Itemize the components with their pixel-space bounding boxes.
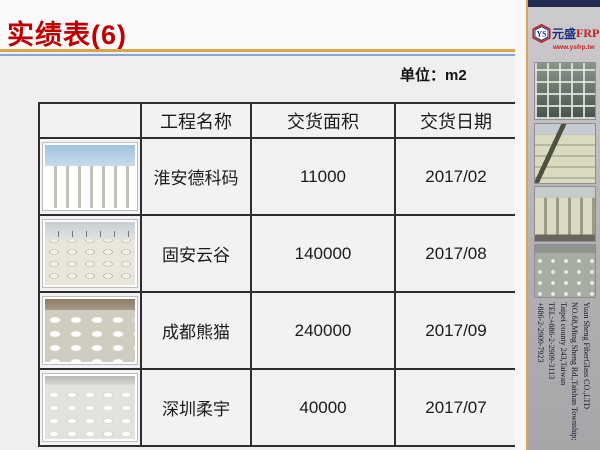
company-address-line: NO.68,Ming Sheng Rd.,Taishan Township; <box>570 302 580 441</box>
company-website: www.ysfrp.tw <box>553 44 595 51</box>
header-rule-blue <box>0 54 527 56</box>
project-photo-guan <box>42 219 138 288</box>
company-phone-line: TEL:+886-2-2909-3113 <box>547 302 557 380</box>
project-photo-chengdu <box>42 296 138 365</box>
company-sidebar: YS 元盛 FRP www.ysfrp.tw Yuan Sheng FiberGl… <box>528 0 600 450</box>
table-row: 固安云谷 140000 2017/08 <box>38 214 518 293</box>
project-name: 固安云谷 <box>140 214 252 293</box>
project-photo-huaian <box>42 142 138 211</box>
header-project-name: 工程名称 <box>140 102 252 139</box>
table-row: 成都熊猫 240000 2017/09 <box>38 291 518 370</box>
header-delivery-date: 交货日期 <box>394 102 518 139</box>
project-name: 深圳柔宇 <box>140 368 252 447</box>
logo-company-name-cn: 元盛 <box>552 27 577 41</box>
photo-cell <box>38 214 142 293</box>
delivery-date: 2017/09 <box>394 291 518 370</box>
delivery-area: 40000 <box>250 368 396 447</box>
svg-text:YS: YS <box>536 30 547 39</box>
slide-right-gutter <box>515 0 526 450</box>
ys-hexagon-logo-icon: YS <box>532 23 551 44</box>
sidebar-photo-tank-closeup <box>534 123 596 184</box>
delivery-date: 2017/08 <box>394 214 518 293</box>
delivery-date: 2017/07 <box>394 368 518 447</box>
sidebar-accent-line <box>526 0 528 450</box>
sidebar-photo-plant-floor <box>534 244 596 298</box>
header-photo-cell <box>38 102 142 139</box>
performance-table: 工程名称 交货面积 交货日期 淮安德科码 11000 2017/02 固安云谷 … <box>38 102 518 447</box>
company-name-line: Yuan Sheng FiberGlass CO.,LTD <box>582 302 591 410</box>
table-row: 深圳柔宇 40000 2017/07 <box>38 368 518 447</box>
table-row: 淮安德科码 11000 2017/02 <box>38 137 518 216</box>
company-phone-line: +886-2-2909-7923 <box>536 302 545 363</box>
photo-cell <box>38 137 142 216</box>
sidebar-photo-ceiling <box>534 62 596 120</box>
delivery-date: 2017/02 <box>394 137 518 216</box>
sidebar-photo-tank-farm <box>534 186 596 242</box>
header-delivery-area: 交货面积 <box>250 102 396 139</box>
sidebar-top-strip <box>528 0 600 7</box>
photo-cell <box>38 368 142 447</box>
company-address-line: Taipei county 243,Taiwan <box>559 302 568 386</box>
project-name: 成都熊猫 <box>140 291 252 370</box>
photo-cell <box>38 291 142 370</box>
delivery-area: 240000 <box>250 291 396 370</box>
company-address-block: Yuan Sheng FiberGlass CO.,LTD NO.68,Ming… <box>534 302 592 444</box>
project-photo-shenzhen <box>42 373 138 442</box>
header-band <box>0 0 527 49</box>
table-header-row: 工程名称 交货面积 交货日期 <box>38 102 518 139</box>
header-rule-orange <box>0 49 527 52</box>
delivery-area: 140000 <box>250 214 396 293</box>
logo-company-suffix: FRP <box>576 26 600 40</box>
project-name: 淮安德科码 <box>140 137 252 216</box>
delivery-area: 11000 <box>250 137 396 216</box>
unit-label: 单位：m2 <box>400 67 467 84</box>
company-logo: YS 元盛 FRP <box>531 23 599 44</box>
slide-title: 实绩表(6) <box>7 20 127 50</box>
